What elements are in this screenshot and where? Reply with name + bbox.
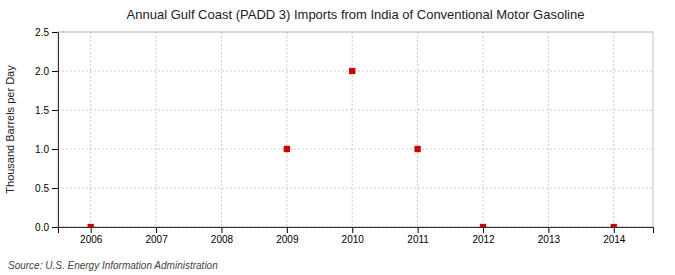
point	[349, 68, 355, 74]
x-axis-tick: 2008	[211, 227, 234, 245]
y-axis-tick-label: 2.0	[35, 66, 49, 77]
x-axis-tick-mark	[91, 227, 92, 233]
grid-line-x	[417, 32, 418, 227]
y-axis-tick: 0.0	[35, 222, 58, 233]
x-axis-tick-mark	[352, 227, 353, 233]
y-axis-tick: 1.5	[35, 105, 58, 116]
x-axis-tick-mark	[418, 227, 419, 233]
grid	[58, 32, 653, 227]
grid-line-x	[286, 32, 287, 227]
x-axis-tick: 2009	[276, 227, 299, 245]
y-axis-tick-mark	[52, 149, 58, 150]
x-axis-tick-label: 2007	[145, 234, 168, 245]
grid-line-x	[156, 32, 157, 227]
y-axis-domain	[52, 33, 59, 228]
y-axis-tick: 0.5	[35, 183, 58, 194]
y-axis-tick-label: 2.5	[35, 27, 49, 38]
x-axis-tick-label: 2012	[472, 234, 495, 245]
title: Annual Gulf Coast (PADD 3) Imports from …	[127, 7, 585, 22]
x-axis-tick: 2014	[603, 227, 626, 245]
x-axis-tick: 2010	[342, 227, 365, 245]
x-axis-tick: 2011	[407, 227, 429, 245]
y-axis-tick-label: 1.0	[35, 144, 49, 155]
x-axis-tick: 2012	[472, 227, 495, 245]
point	[88, 224, 94, 227]
plot-frame	[58, 32, 653, 227]
x-axis-tick: 2007	[145, 227, 168, 245]
plot: 2006200720082009201020112012201320140.00…	[35, 27, 653, 245]
source-note: Source: U.S. Energy Information Administ…	[8, 260, 218, 271]
y-axis-tick-label: 1.5	[35, 105, 49, 116]
x-axis-tick: 2013	[538, 227, 561, 245]
chart: 2006200720082009201020112012201320140.00…	[0, 0, 675, 275]
grid-line-y	[58, 149, 653, 150]
y-axis-tick-mark	[52, 110, 58, 111]
point	[414, 146, 420, 152]
y-axis-tick-mark	[52, 188, 58, 189]
x-axis: 2006 2007 2008 2009 2010 2011 2012 2013 2014	[59, 227, 654, 245]
x-axis-tick-mark	[221, 227, 222, 233]
y-axis-tick: 2.5	[35, 27, 58, 38]
grid-line-x	[548, 32, 549, 227]
x-axis-tick-label: 2006	[80, 234, 103, 245]
x-axis-tick-mark	[614, 227, 615, 233]
x-axis-tick-label: 2008	[211, 234, 234, 245]
grid-line-x	[613, 32, 614, 227]
point	[480, 224, 486, 227]
y-axis-label: Thousand Barrels per Day	[4, 65, 16, 194]
x-axis-tick: 2006	[80, 227, 103, 245]
y-axis-tick: 2.0	[35, 66, 58, 77]
x-axis-tick-label: 2013	[538, 234, 561, 245]
x-axis-tick-label: 2014	[603, 234, 626, 245]
y-axis-tick-label: 0.5	[35, 183, 49, 194]
grid-line-x	[352, 32, 353, 227]
grid-line-y	[58, 71, 653, 72]
y-axis-tick-label: 0.0	[35, 222, 49, 233]
grid-line-y	[58, 110, 653, 111]
x-axis-tick-mark	[548, 227, 549, 233]
y-axis-tick: 1.0	[35, 144, 58, 155]
x-axis-tick-label: 2009	[276, 234, 299, 245]
y-axis-tick-mark	[52, 32, 58, 33]
y-axis: 0.0 0.5 1.0 1.5 2.0 2.5	[35, 27, 58, 233]
point	[284, 146, 290, 152]
x-axis-tick-label: 2010	[342, 234, 365, 245]
x-axis-domain	[59, 228, 654, 234]
y-axis-tick-mark	[52, 227, 58, 228]
point	[611, 224, 617, 227]
x-axis-tick-label: 2011	[407, 234, 429, 245]
points	[88, 68, 617, 227]
x-axis-tick-mark	[287, 227, 288, 233]
grid-line-y	[58, 188, 653, 189]
grid-line-x	[221, 32, 222, 227]
y-axis-tick-mark	[52, 71, 58, 72]
grid-line-x	[483, 32, 484, 227]
grid-line-x	[90, 32, 91, 227]
x-axis-tick-mark	[483, 227, 484, 233]
x-axis-tick-mark	[156, 227, 157, 233]
